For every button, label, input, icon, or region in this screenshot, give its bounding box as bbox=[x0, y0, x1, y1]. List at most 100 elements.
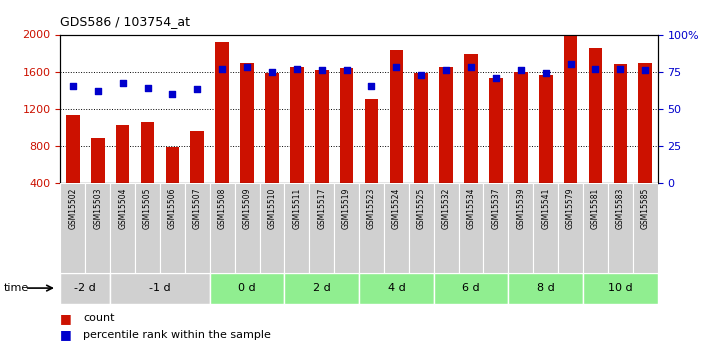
Point bbox=[365, 84, 377, 89]
Point bbox=[565, 61, 576, 67]
Point bbox=[316, 67, 327, 73]
Text: -1 d: -1 d bbox=[149, 283, 171, 293]
Text: GSM15541: GSM15541 bbox=[541, 187, 550, 229]
Text: GSM15539: GSM15539 bbox=[516, 187, 525, 229]
Text: GSM15585: GSM15585 bbox=[641, 187, 650, 229]
Bar bbox=[434, 273, 508, 304]
Bar bbox=[60, 183, 85, 273]
Bar bbox=[638, 63, 652, 183]
Bar bbox=[185, 183, 210, 273]
Bar bbox=[141, 122, 154, 183]
Text: GSM15509: GSM15509 bbox=[242, 187, 252, 229]
Point bbox=[191, 87, 203, 92]
Bar bbox=[583, 273, 658, 304]
Bar bbox=[508, 273, 583, 304]
Bar bbox=[260, 183, 284, 273]
Point bbox=[465, 65, 476, 70]
Bar bbox=[191, 131, 204, 183]
Bar bbox=[564, 34, 577, 183]
Point bbox=[292, 66, 303, 71]
Point bbox=[341, 67, 352, 73]
Bar bbox=[409, 183, 434, 273]
Text: GSM15519: GSM15519 bbox=[342, 187, 351, 229]
Bar bbox=[210, 273, 284, 304]
Text: ■: ■ bbox=[60, 312, 76, 325]
Bar bbox=[315, 70, 328, 183]
Text: GDS586 / 103754_at: GDS586 / 103754_at bbox=[60, 14, 191, 28]
Bar bbox=[160, 183, 185, 273]
Bar bbox=[539, 75, 552, 183]
Point bbox=[440, 67, 452, 73]
Bar bbox=[459, 183, 483, 273]
Text: 10 d: 10 d bbox=[608, 283, 633, 293]
Text: GSM15524: GSM15524 bbox=[392, 187, 401, 229]
Text: GSM15581: GSM15581 bbox=[591, 187, 600, 229]
Text: GSM15579: GSM15579 bbox=[566, 187, 575, 229]
Bar bbox=[265, 73, 279, 183]
Bar bbox=[608, 183, 633, 273]
Bar bbox=[489, 78, 503, 183]
Text: GSM15507: GSM15507 bbox=[193, 187, 202, 229]
Text: percentile rank within the sample: percentile rank within the sample bbox=[83, 330, 271, 339]
Bar bbox=[558, 183, 583, 273]
Bar bbox=[309, 183, 334, 273]
Text: count: count bbox=[83, 313, 114, 323]
Text: 6 d: 6 d bbox=[462, 283, 480, 293]
Point bbox=[92, 88, 104, 93]
Bar bbox=[439, 67, 453, 183]
Bar bbox=[533, 183, 558, 273]
Bar bbox=[614, 64, 627, 183]
Point bbox=[266, 69, 277, 75]
Bar bbox=[290, 67, 304, 183]
Bar bbox=[415, 72, 428, 183]
Text: GSM15503: GSM15503 bbox=[93, 187, 102, 229]
Text: GSM15502: GSM15502 bbox=[68, 187, 77, 229]
Bar bbox=[284, 183, 309, 273]
Bar bbox=[340, 68, 353, 183]
Bar bbox=[583, 183, 608, 273]
Bar bbox=[215, 42, 229, 183]
Bar bbox=[66, 115, 80, 183]
Bar bbox=[359, 183, 384, 273]
Bar bbox=[390, 50, 403, 183]
Bar bbox=[110, 183, 135, 273]
Bar bbox=[91, 138, 105, 183]
Point bbox=[391, 65, 402, 70]
Bar bbox=[60, 273, 110, 304]
Point bbox=[639, 67, 651, 73]
Bar bbox=[365, 99, 378, 183]
Text: GSM15537: GSM15537 bbox=[491, 187, 501, 229]
Text: GSM15505: GSM15505 bbox=[143, 187, 152, 229]
Bar bbox=[135, 183, 160, 273]
Bar bbox=[116, 125, 129, 183]
Text: GSM15523: GSM15523 bbox=[367, 187, 376, 229]
Point bbox=[241, 65, 253, 70]
Text: 0 d: 0 d bbox=[238, 283, 256, 293]
Bar bbox=[110, 273, 210, 304]
Bar bbox=[633, 183, 658, 273]
Bar bbox=[434, 183, 459, 273]
Text: GSM15510: GSM15510 bbox=[267, 187, 277, 229]
Text: GSM15508: GSM15508 bbox=[218, 187, 227, 229]
Bar bbox=[464, 54, 478, 183]
Text: GSM15506: GSM15506 bbox=[168, 187, 177, 229]
Text: ■: ■ bbox=[60, 328, 76, 341]
Point bbox=[515, 67, 526, 73]
Point bbox=[216, 66, 228, 71]
Point bbox=[490, 75, 501, 80]
Bar bbox=[210, 183, 235, 273]
Bar bbox=[359, 273, 434, 304]
Bar bbox=[384, 183, 409, 273]
Bar bbox=[514, 72, 528, 183]
Text: GSM15532: GSM15532 bbox=[442, 187, 451, 229]
Text: GSM15534: GSM15534 bbox=[466, 187, 476, 229]
Point bbox=[540, 70, 551, 76]
Text: GSM15511: GSM15511 bbox=[292, 187, 301, 229]
Point bbox=[67, 84, 78, 89]
Text: GSM15583: GSM15583 bbox=[616, 187, 625, 229]
Bar bbox=[334, 183, 359, 273]
Point bbox=[589, 66, 601, 71]
Bar bbox=[284, 273, 359, 304]
Bar bbox=[589, 48, 602, 183]
Point bbox=[415, 72, 427, 77]
